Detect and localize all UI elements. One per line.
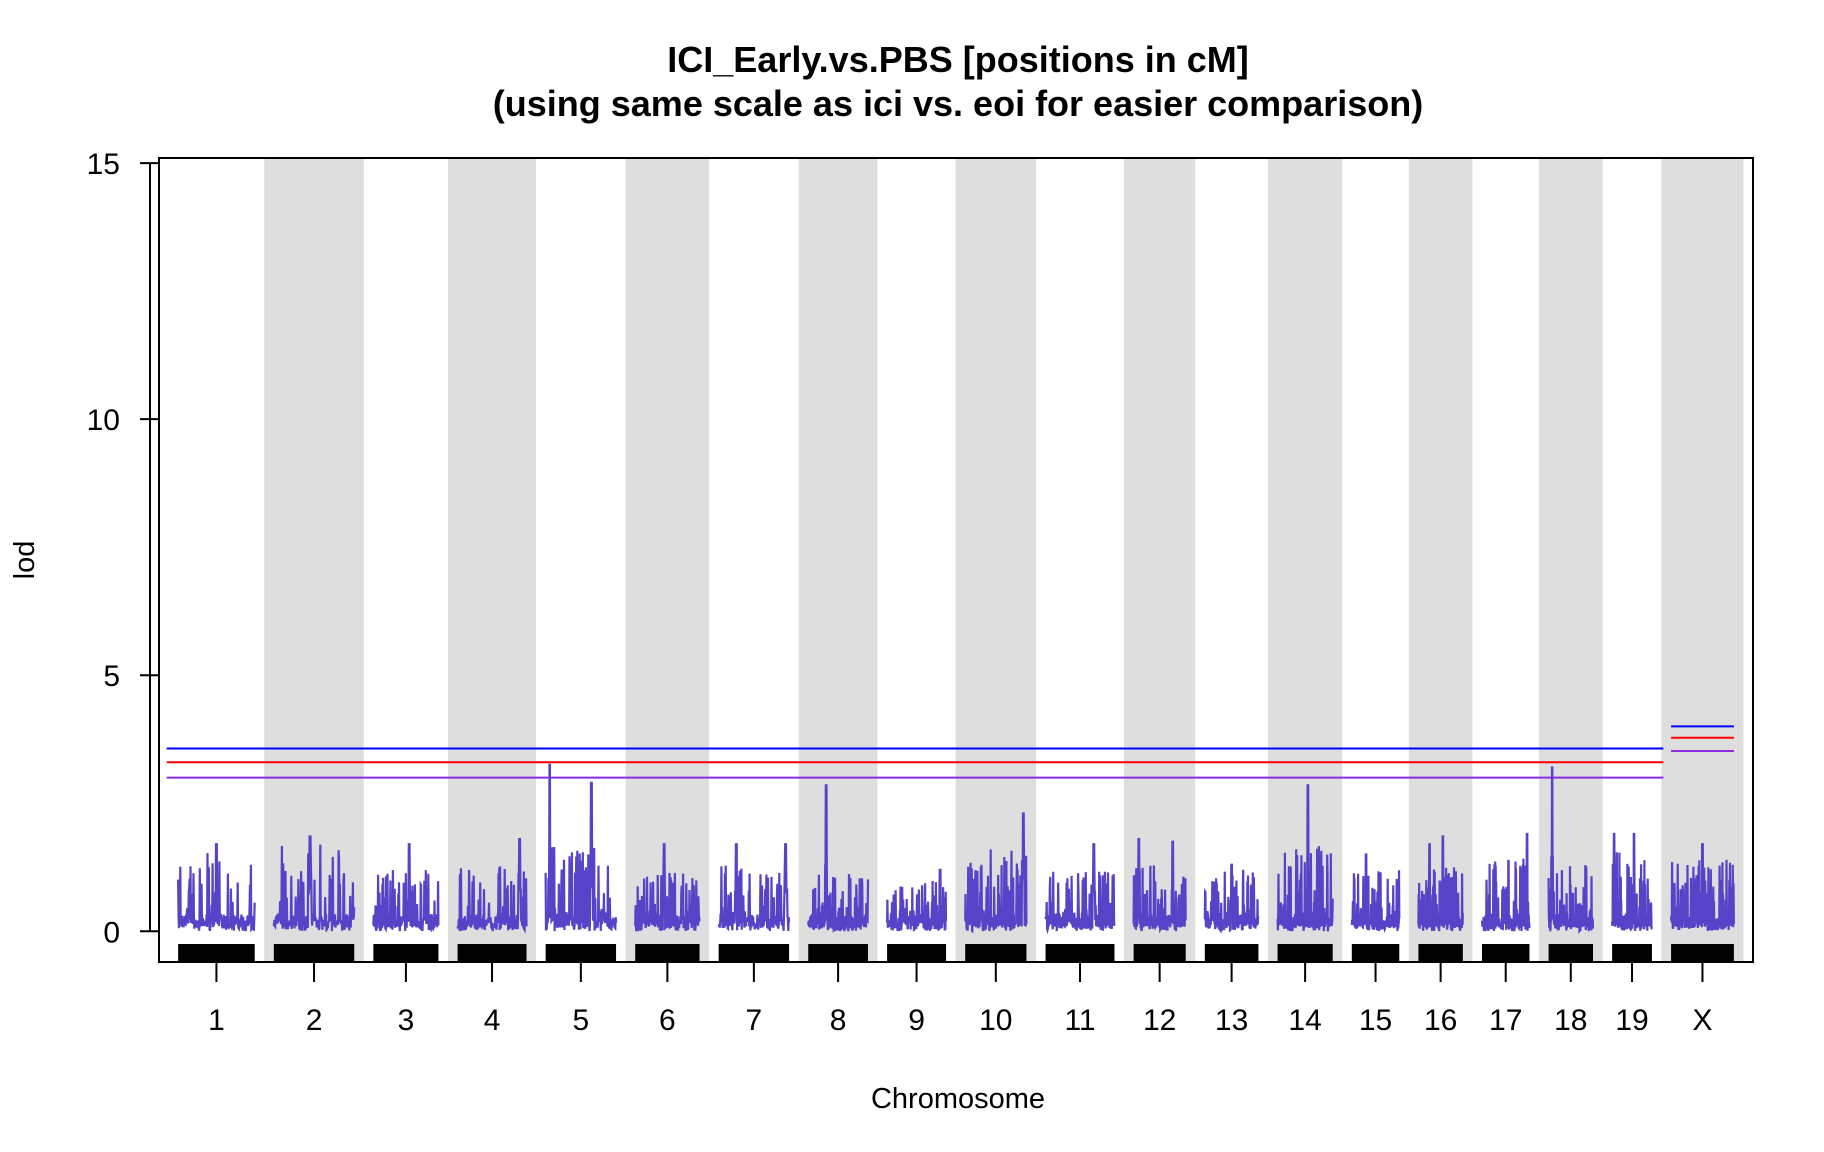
marker-rug-chr5 [545,944,617,961]
marker-rug-chr12 [1133,944,1186,961]
chart-subtitle: (using same scale as ici vs. eoi for eas… [493,83,1423,124]
lod-curve-chr13 [1203,863,1260,934]
marker-rug-chr1 [178,944,255,961]
lod-curve-chr18 [1547,766,1595,935]
x-tick-label-18: 18 [1554,1004,1587,1037]
x-tick-label-8: 8 [830,1004,847,1037]
x-tick-label-12: 12 [1143,1004,1176,1037]
lod-curve-chr9 [886,868,948,932]
x-tick-label-14: 14 [1288,1004,1321,1037]
chromosome-band-4 [448,158,537,962]
y-axis-label: lod [9,541,41,580]
chromosome-bands [264,158,1744,962]
chromosome-band-2 [264,158,364,962]
lod-curve-chr5 [544,763,618,932]
marker-rug-chr14 [1277,944,1333,961]
lod-curves [177,763,1735,935]
marker-rug-chr18 [1548,944,1593,961]
marker-rugs [178,944,1734,961]
y-tick-label-15: 15 [87,148,120,181]
x-tick-label-13: 13 [1215,1004,1248,1037]
x-tick-label-5: 5 [573,1004,590,1037]
lod-curve-chr7 [717,843,791,932]
marker-rug-chr13 [1204,944,1259,961]
lod-curve-chrX [1670,843,1735,931]
lod-curve-chr17 [1480,832,1531,932]
lod-curve-chr8 [807,784,870,933]
chromosome-band-6 [625,158,710,962]
marker-rug-chr19 [1612,944,1652,961]
x-tick-label-17: 17 [1489,1004,1522,1037]
chromosome-band-X [1661,158,1744,962]
marker-rug-chr4 [457,944,527,961]
y-tick-label-10: 10 [87,404,120,437]
x-tick-label-16: 16 [1424,1004,1457,1037]
marker-rug-chr7 [718,944,790,961]
lod-curve-chr1 [177,843,256,933]
marker-rug-chr2 [273,944,355,961]
x-tick-label-1: 1 [208,1004,225,1037]
threshold-lines [166,725,1734,779]
chromosome-band-8 [798,158,878,962]
x-tick-label-19: 19 [1615,1004,1648,1037]
y-tick-label-5: 5 [103,660,120,693]
x-tick-label-3: 3 [398,1004,415,1037]
lod-curve-chr2 [272,835,356,933]
lod-curve-chr14 [1276,784,1334,932]
x-tick-label-10: 10 [979,1004,1012,1037]
marker-rug-chr11 [1045,944,1115,961]
lod-curve-chr6 [634,843,701,932]
lod-curve-chr3 [372,843,440,933]
chromosome-band-12 [1124,158,1196,962]
x-tick-label-6: 6 [659,1004,676,1037]
x-axis-label: Chromosome [871,1083,1045,1115]
marker-rug-chr10 [965,944,1027,961]
chromosome-band-18 [1539,158,1603,962]
y-tick-label-0: 0 [103,916,120,949]
marker-rug-chr8 [808,944,868,961]
chromosome-band-14 [1267,158,1343,962]
x-tick-label-15: 15 [1359,1004,1392,1037]
marker-rug-chr3 [373,944,439,961]
marker-rug-chr17 [1481,944,1530,961]
x-tick-label-2: 2 [306,1004,323,1037]
x-tick-label-4: 4 [484,1004,501,1037]
x-tick-label-11: 11 [1064,1004,1095,1037]
x-tick-label-9: 9 [908,1004,925,1037]
x-tick-label-7: 7 [746,1004,763,1037]
x-tick-label-X: X [1692,1004,1712,1037]
lod-curve-chr12 [1132,837,1187,934]
marker-rug-chr6 [635,944,700,961]
chromosome-band-16 [1408,158,1473,962]
y-axis: 0 5 10 15 [87,148,159,949]
marker-rug-chr15 [1351,944,1400,961]
lod-curve-chr16 [1417,835,1464,932]
lod-curve-chr15 [1350,853,1401,933]
lod-curve-chr4 [456,837,528,934]
marker-rug-chr16 [1418,944,1463,961]
chart-title: ICI_Early.vs.PBS [positions in cM] [667,39,1248,80]
x-axis: 1 2 3 4 5 6 7 8 9 10 11 12 13 14 15 16 17 18 19 X [208,962,1712,1037]
marker-rug-chr9 [887,944,947,961]
marker-rug-chrX [1671,944,1734,961]
lod-curve-chr19 [1611,832,1653,933]
lod-curve-chr10 [964,812,1028,934]
plot-frame [158,157,1754,963]
lod-curve-chr11 [1044,843,1116,935]
